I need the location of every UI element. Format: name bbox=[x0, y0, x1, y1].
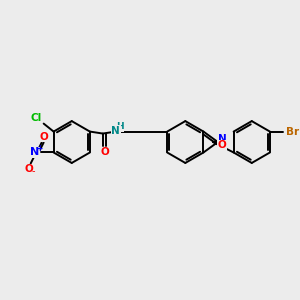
Text: O: O bbox=[39, 131, 48, 142]
Text: O: O bbox=[218, 140, 227, 150]
Text: Br: Br bbox=[286, 127, 299, 136]
Text: N: N bbox=[30, 148, 39, 158]
Text: N: N bbox=[111, 126, 120, 136]
Text: H: H bbox=[116, 122, 124, 131]
Text: -: - bbox=[32, 167, 35, 176]
Text: +: + bbox=[37, 144, 43, 153]
Text: N: N bbox=[218, 134, 227, 144]
Text: Cl: Cl bbox=[30, 112, 41, 123]
Text: O: O bbox=[24, 164, 33, 174]
Text: O: O bbox=[100, 148, 109, 158]
